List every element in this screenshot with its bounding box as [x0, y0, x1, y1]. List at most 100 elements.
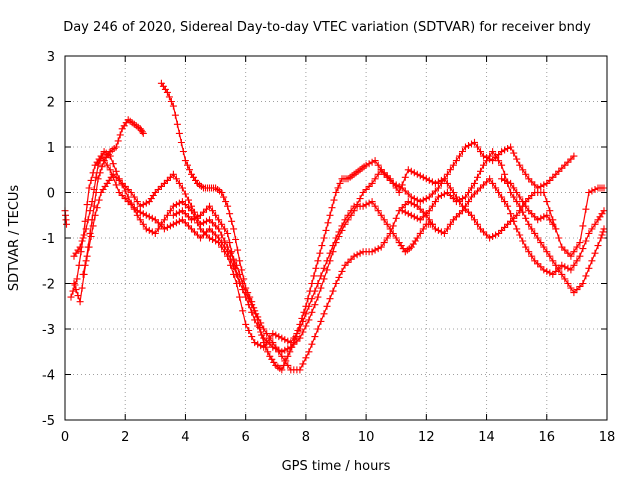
- data-point-marker: [191, 208, 198, 216]
- data-point-marker: [483, 231, 491, 239]
- data-point-marker: [416, 198, 424, 206]
- data-point-marker: [272, 345, 280, 353]
- data-point-marker: [188, 202, 195, 210]
- data-point-marker: [443, 179, 451, 187]
- data-point-marker: [209, 228, 216, 236]
- data-point-marker: [299, 328, 307, 336]
- data-point-marker: [172, 210, 180, 218]
- data-point-marker: [151, 230, 159, 237]
- data-point-marker: [79, 270, 87, 278]
- data-point-marker: [127, 189, 135, 196]
- data-point-marker: [178, 207, 186, 215]
- data-point-marker: [449, 161, 457, 169]
- data-point-marker: [260, 325, 268, 333]
- plot-frame: [64, 55, 608, 421]
- data-point-marker: [194, 231, 201, 239]
- data-point-marker: [353, 201, 361, 209]
- data-point-marker: [263, 337, 271, 345]
- data-point-marker: [218, 220, 226, 228]
- data-point-marker: [323, 266, 331, 274]
- data-point-marker: [492, 231, 500, 239]
- data-point-marker: [212, 237, 220, 245]
- data-point-marker: [492, 152, 500, 160]
- data-point-marker: [257, 342, 265, 350]
- plot-area: [61, 79, 608, 374]
- data-point-marker: [329, 287, 337, 295]
- data-point-marker: [477, 225, 484, 233]
- data-point-marker: [489, 179, 497, 187]
- data-point-marker: [263, 330, 271, 338]
- data-point-marker: [446, 192, 454, 199]
- data-point-marker: [459, 148, 466, 155]
- data-point-marker: [139, 220, 147, 228]
- data-point-marker: [443, 189, 451, 196]
- data-point-marker: [525, 175, 533, 183]
- data-point-marker: [178, 216, 186, 224]
- data-point-marker: [145, 226, 153, 234]
- data-point-marker: [519, 166, 527, 174]
- data-point-marker: [582, 237, 590, 245]
- data-point-marker: [344, 216, 352, 224]
- data-point-marker: [471, 216, 478, 224]
- data-point-marker: [181, 219, 189, 227]
- data-point-marker: [191, 214, 198, 222]
- data-point-marker: [428, 190, 436, 198]
- data-point-marker: [576, 283, 584, 290]
- data-point-marker: [92, 173, 100, 181]
- data-point-marker: [425, 176, 433, 184]
- data-point-marker: [218, 189, 226, 196]
- data-point-marker: [169, 102, 177, 110]
- data-point-marker: [100, 157, 108, 165]
- data-point-marker: [175, 217, 183, 225]
- data-point-marker: [588, 225, 596, 233]
- data-point-marker: [374, 207, 382, 215]
- data-point-marker: [549, 173, 557, 181]
- data-point-marker: [428, 178, 436, 186]
- data-point-marker: [206, 234, 213, 242]
- data-point-marker: [359, 202, 367, 210]
- data-point-marker: [314, 280, 322, 287]
- data-point-marker: [597, 234, 605, 242]
- data-point-marker: [456, 152, 463, 160]
- data-point-marker: [549, 270, 557, 278]
- data-point-marker: [537, 214, 545, 222]
- data-point-marker: [425, 207, 433, 215]
- data-point-marker: [522, 170, 530, 178]
- data-point-marker: [83, 252, 91, 260]
- data-point-marker: [138, 128, 146, 136]
- data-point-marker: [510, 184, 518, 192]
- data-point-marker: [516, 202, 524, 210]
- data-point-marker: [142, 211, 150, 219]
- data-point-marker: [287, 343, 295, 351]
- data-point-marker: [456, 196, 463, 204]
- data-point-marker: [281, 336, 289, 344]
- data-point-marker: [474, 173, 481, 181]
- y-tick-label: -2: [42, 278, 55, 293]
- data-point-marker: [374, 170, 382, 178]
- data-point-marker: [598, 231, 606, 239]
- data-point-marker: [218, 231, 226, 239]
- data-point-marker: [218, 239, 226, 247]
- data-point-marker: [81, 217, 89, 225]
- data-point-marker: [341, 220, 349, 228]
- data-point-marker: [324, 219, 332, 227]
- data-point-marker: [302, 302, 310, 310]
- data-point-marker: [407, 199, 415, 207]
- data-point-marker: [513, 198, 521, 206]
- data-point-marker: [546, 269, 554, 277]
- data-point-marker: [245, 327, 253, 334]
- data-point-marker: [404, 198, 412, 206]
- data-point-marker: [130, 204, 138, 212]
- data-point-marker: [522, 214, 530, 222]
- data-point-marker: [335, 233, 343, 240]
- data-point-marker: [449, 195, 457, 203]
- data-point-marker: [89, 169, 97, 177]
- data-point-marker: [127, 201, 135, 209]
- data-point-marker: [413, 202, 421, 210]
- data-point-marker: [543, 179, 551, 187]
- data-point-marker: [230, 225, 238, 233]
- data-point-marker: [452, 198, 460, 206]
- data-point-marker: [368, 248, 376, 256]
- data-point-marker: [185, 204, 192, 212]
- data-point-marker: [516, 193, 524, 201]
